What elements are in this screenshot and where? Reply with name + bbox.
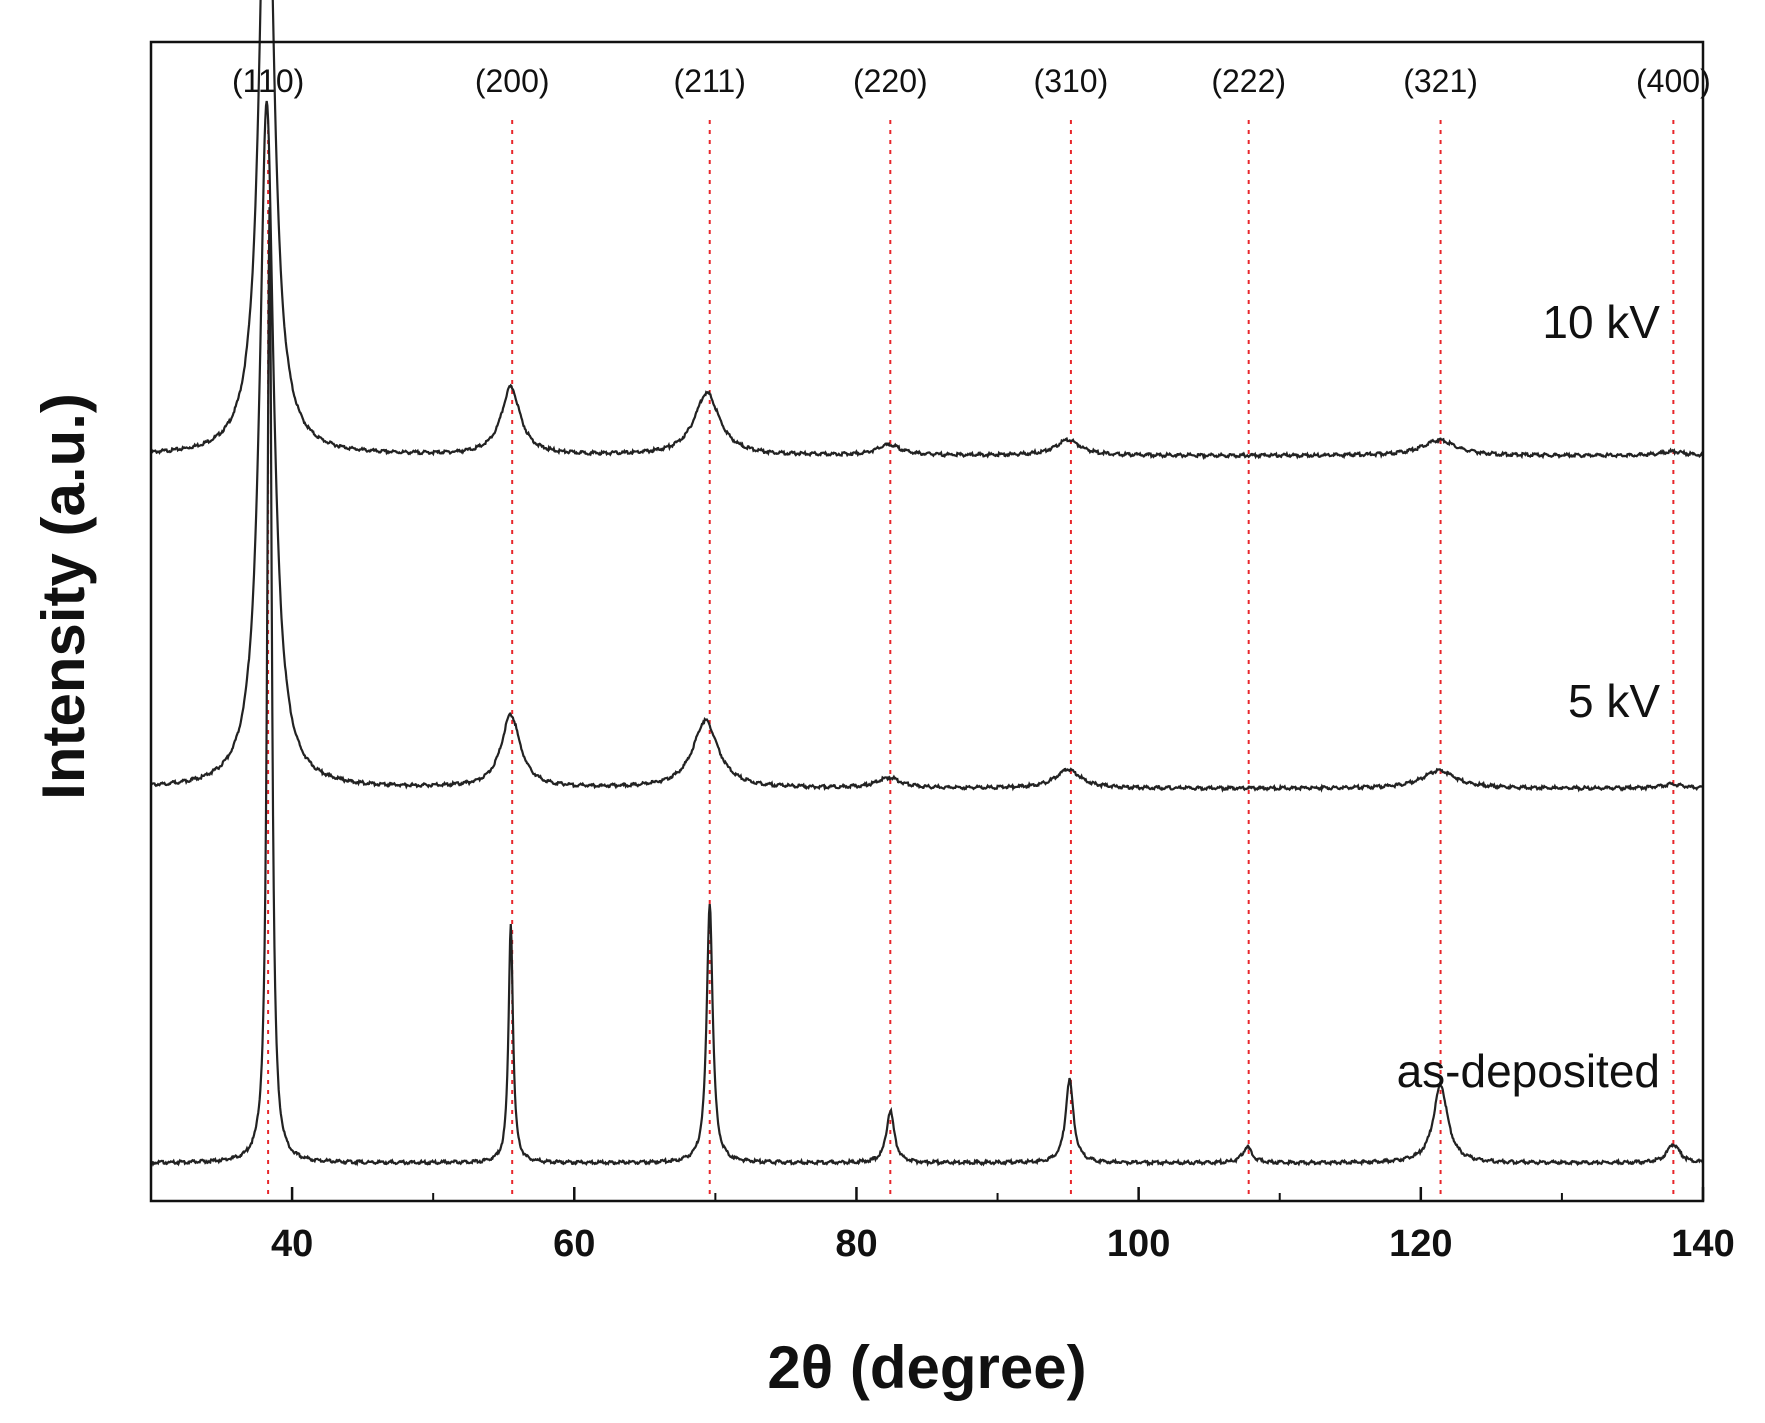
x-axis-title: 2θ (degree) bbox=[767, 1334, 1086, 1401]
series-label-0: 10 kV bbox=[1542, 296, 1660, 348]
x-tick-label-0: 40 bbox=[271, 1223, 313, 1265]
series-labels: 10 kV 5 kV as-deposited bbox=[1397, 296, 1661, 1097]
series-label-1: 5 kV bbox=[1568, 675, 1660, 727]
series-label-2: as-deposited bbox=[1397, 1045, 1660, 1097]
y-axis-title: Intensity (a.u.) bbox=[30, 393, 97, 800]
peak-label-4: (310) bbox=[1034, 63, 1109, 99]
reference-peak-labels: (110) (200) (211) (220) (310) (222) (321) (400) bbox=[232, 63, 1711, 99]
x-tick-label-3: 100 bbox=[1107, 1223, 1170, 1265]
series-lines bbox=[149, 0, 1704, 1168]
reference-peak-lines bbox=[267, 120, 1675, 1201]
series-line-0 bbox=[149, 0, 1704, 461]
peak-label-2: (211) bbox=[674, 63, 746, 99]
x-axis-tick-labels: 40 60 80 100 120 140 bbox=[271, 1223, 1735, 1265]
peak-label-7: (400) bbox=[1636, 63, 1711, 99]
x-tick-label-2: 80 bbox=[835, 1223, 877, 1265]
peak-label-1: (200) bbox=[475, 63, 550, 99]
x-tick-label-5: 140 bbox=[1671, 1223, 1734, 1265]
series-line-2 bbox=[150, 207, 1704, 1168]
x-tick-label-4: 120 bbox=[1389, 1223, 1452, 1265]
x-axis-ticks bbox=[150, 1187, 1705, 1201]
series-line-1 bbox=[150, 100, 1704, 793]
plot-area-frame bbox=[149, 40, 1705, 1203]
peak-label-3: (220) bbox=[853, 63, 928, 99]
peak-label-5: (222) bbox=[1211, 63, 1286, 99]
peak-label-6: (321) bbox=[1403, 63, 1478, 99]
x-tick-label-1: 60 bbox=[553, 1223, 595, 1265]
peak-label-0: (110) bbox=[232, 63, 304, 99]
